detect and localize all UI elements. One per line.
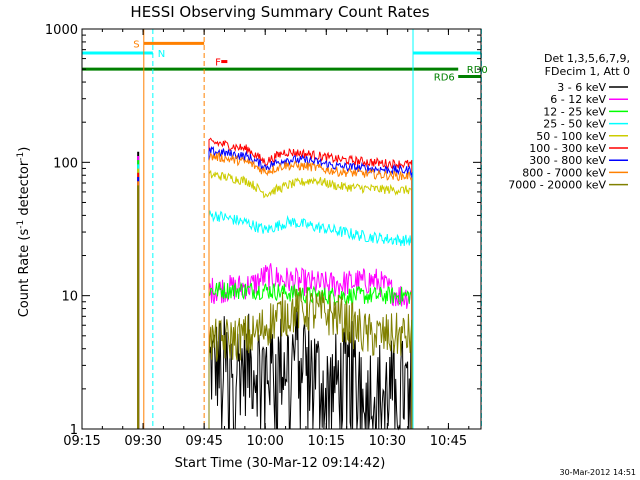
x-tick-label-5: 10:30: [369, 434, 406, 449]
legend-label-5: 100 - 300 keV: [529, 142, 606, 155]
y-axis-label: Count Rate (s-1 detector-1): [16, 147, 32, 318]
legend-label-6: 300 - 800 keV: [529, 154, 606, 167]
chart-title: HESSI Observing Summary Count Rates: [130, 3, 429, 21]
legend-label-2: 12 - 25 keV: [543, 105, 606, 118]
legend-label-7: 800 - 7000 keV: [522, 166, 606, 179]
series-line-0: [208, 307, 413, 431]
series-line-7: [208, 151, 413, 429]
legend-label-0: 3 - 6 keV: [557, 81, 606, 94]
y-tick-label-3: 1000: [45, 23, 78, 38]
x-tick-label-1: 09:30: [124, 434, 161, 449]
x-tick-label-6: 10:45: [430, 434, 467, 449]
y-tick-label-0: 1: [70, 423, 78, 438]
flag-label-n-1: N: [158, 49, 165, 60]
legend-label-1: 6 - 12 keV: [550, 93, 606, 106]
flag-label-f-3: F: [215, 58, 221, 69]
x-tick-label-0: 09:15: [63, 434, 100, 449]
legend-label-3: 25 - 50 keV: [543, 118, 606, 131]
plot-area: S N F RD0 RD6: [82, 29, 488, 431]
legend-header-1: FDecim 1, Att 0: [545, 65, 630, 78]
plot-frame: [81, 28, 482, 430]
series-line-4: [208, 169, 413, 429]
legend-label-4: 50 - 100 keV: [536, 130, 606, 143]
legend-label-8: 7000 - 20000 keV: [508, 179, 606, 192]
series-line-8: [208, 287, 413, 429]
axes: 09:15 09:30 09:45 10:00 10:15 10:30 10:45 1 10 10…: [45, 23, 481, 449]
x-tick-label-2: 09:45: [185, 434, 222, 449]
legend-header-0: Det 1,3,5,6,7,9,: [544, 52, 630, 65]
flag-label-rd6-5: RD6: [434, 73, 455, 84]
y-tick-label-2: 100: [53, 156, 78, 171]
plot-timestamp: 30-Mar-2012 14:51: [560, 468, 637, 477]
x-tick-label-4: 10:15: [308, 434, 345, 449]
legend: Det 1,3,5,6,7,9,FDecim 1, Att 0 3 - 6 keV…: [508, 52, 630, 192]
flag-label-rd0-4: RD0: [467, 65, 488, 76]
series-line-5: [208, 137, 413, 429]
x-tick-label-3: 10:00: [246, 434, 283, 449]
x-axis-label: Start Time (30-Mar-12 09:14:42): [175, 456, 386, 471]
series-line-3: [208, 210, 413, 429]
flag-label-s-0: S: [133, 39, 139, 50]
y-tick-label-1: 10: [61, 290, 78, 305]
